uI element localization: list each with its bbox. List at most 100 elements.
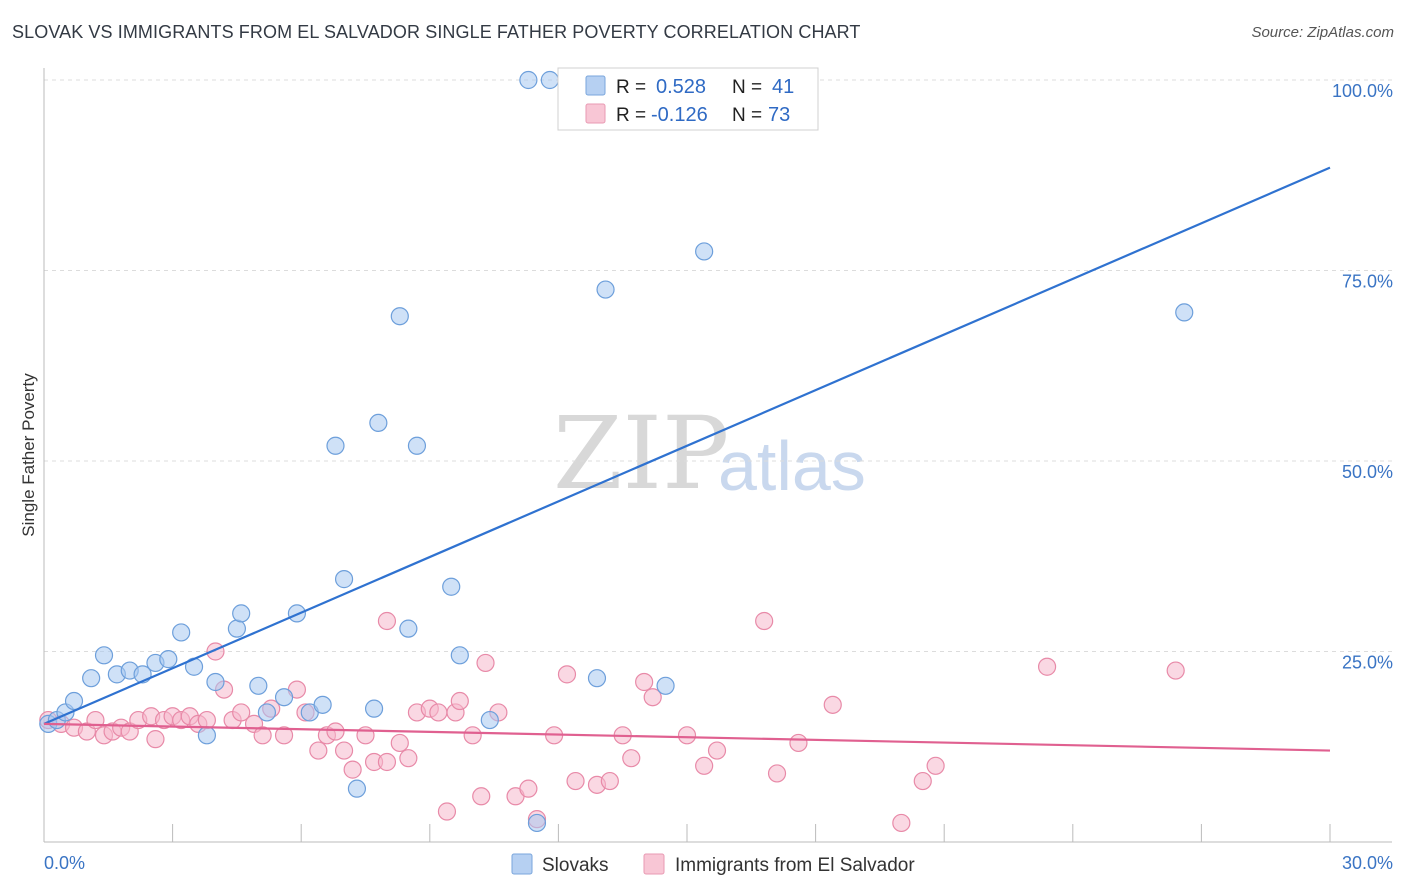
legend-label-el-salvador: Immigrants from El Salvador: [675, 855, 915, 876]
stats-n-label-slovaks: N =: [732, 77, 762, 98]
watermark-atlas: atlas: [718, 427, 866, 505]
data-point: [527, 813, 547, 833]
data-point: [596, 280, 615, 299]
data-point: [369, 413, 388, 432]
legend-swatch-slovaks: [511, 853, 533, 875]
data-point: [476, 653, 495, 673]
data-point: [334, 570, 354, 589]
x-tick-label-min: 0.0%: [44, 853, 85, 873]
data-point: [64, 691, 84, 711]
data-point: [442, 577, 461, 596]
trend-line: [43, 166, 1331, 725]
data-point: [172, 623, 191, 642]
data-point: [309, 741, 328, 760]
data-point: [326, 722, 345, 741]
data-point: [656, 676, 675, 695]
trend-line: [43, 722, 1331, 752]
data-point: [519, 70, 538, 90]
data-point: [677, 726, 697, 745]
data-point: [399, 619, 418, 638]
trend-lines: [43, 166, 1331, 752]
legend: Slovaks Immigrants from El Salvador: [511, 853, 915, 876]
stats-box: R = 0.528 N = 41 R = -0.126 N = 73: [557, 67, 819, 131]
data-point: [399, 749, 418, 768]
data-point: [253, 726, 272, 745]
data-point: [197, 710, 216, 730]
data-point: [377, 752, 397, 772]
data-point: [313, 695, 332, 714]
data-point: [429, 703, 448, 722]
stats-n-label-el-salvador: N =: [732, 105, 762, 126]
data-point: [343, 760, 362, 779]
stats-swatch-el-salvador: [585, 103, 606, 124]
data-point: [197, 726, 216, 745]
data-point: [274, 726, 294, 745]
data-point: [540, 70, 559, 90]
data-point: [707, 741, 727, 760]
data-point: [789, 733, 808, 753]
data-point: [519, 779, 538, 798]
y-tick-label: 75.0%: [1342, 272, 1393, 292]
data-point: [913, 771, 932, 791]
data-point: [334, 741, 354, 760]
data-point: [472, 787, 491, 806]
y-tick-labels: 25.0% 50.0% 75.0% 100.0%: [1332, 81, 1393, 673]
x-tick-label-max: 30.0%: [1342, 853, 1393, 873]
data-point: [587, 669, 607, 688]
data-point: [600, 771, 619, 791]
y-tick-label: 50.0%: [1342, 462, 1393, 482]
data-point: [635, 672, 654, 692]
data-point: [347, 779, 367, 798]
data-point: [437, 802, 457, 821]
data-point: [206, 672, 225, 692]
watermark-zip: ZIP: [553, 395, 729, 512]
y-tick-label: 25.0%: [1342, 653, 1393, 673]
y-tick-label: 100.0%: [1332, 81, 1393, 101]
data-point: [146, 730, 165, 749]
data-point: [1175, 303, 1194, 322]
source-label: Source: ZipAtlas.com: [1251, 24, 1394, 41]
data-point: [377, 611, 397, 631]
data-point: [755, 611, 774, 631]
stats-r-label-slovaks: R =: [616, 77, 646, 98]
data-point: [463, 726, 482, 745]
data-point: [622, 749, 641, 768]
data-point: [695, 756, 714, 775]
data-point: [249, 676, 268, 695]
data-point: [232, 703, 251, 722]
stats-r-value-slovaks: 0.528: [656, 76, 706, 98]
data-point: [450, 646, 469, 665]
data-point: [767, 764, 787, 783]
chart-title: SLOVAK VS IMMIGRANTS FROM EL SALVADOR SI…: [12, 22, 861, 42]
data-point: [557, 665, 577, 684]
data-point: [926, 756, 945, 775]
data-point: [823, 695, 842, 714]
data-point: [407, 436, 427, 455]
gridlines: [44, 79, 1392, 652]
data-point: [94, 646, 114, 665]
data-points: [39, 70, 1194, 833]
data-point: [390, 307, 409, 326]
data-point: [257, 703, 277, 722]
data-point: [480, 710, 499, 730]
data-point: [695, 242, 714, 261]
data-point: [326, 436, 345, 455]
data-point: [159, 650, 178, 669]
legend-swatch-el-salvador: [643, 853, 665, 875]
legend-label-slovaks: Slovaks: [542, 855, 609, 876]
data-point: [892, 813, 911, 833]
data-point: [227, 619, 246, 638]
data-point: [232, 604, 251, 623]
data-point: [364, 699, 384, 718]
data-point: [450, 691, 469, 711]
data-point: [274, 688, 294, 707]
stats-n-value-slovaks: 41: [772, 76, 794, 98]
data-point: [82, 669, 101, 688]
data-point: [390, 733, 409, 753]
data-point: [566, 771, 585, 791]
data-point: [643, 688, 662, 707]
stats-r-value-el-salvador: -0.126: [651, 104, 708, 126]
data-point: [1037, 657, 1057, 676]
stats-r-label-el-salvador: R =: [616, 105, 646, 126]
